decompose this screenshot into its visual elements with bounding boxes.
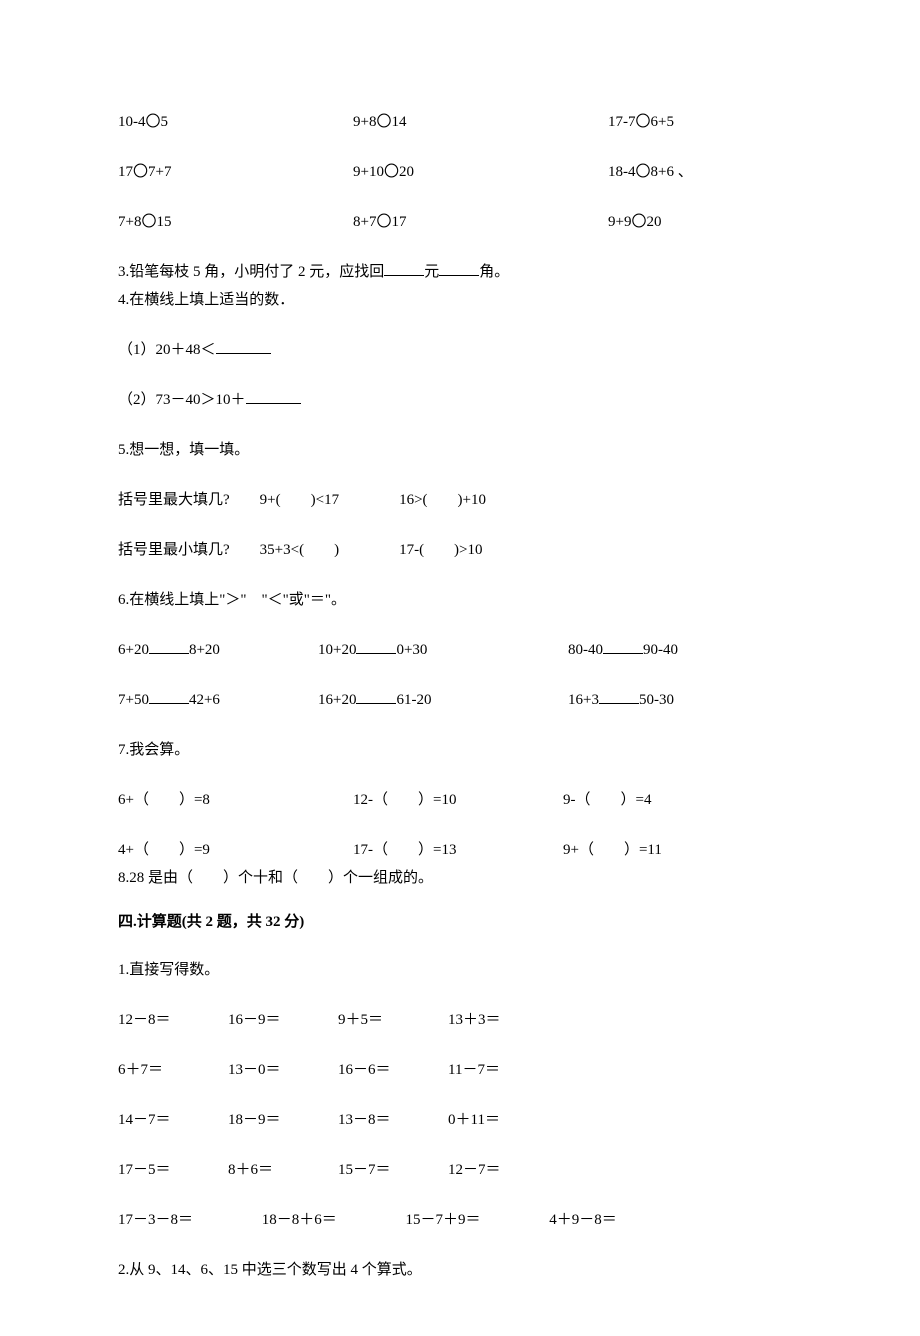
question-5-b: 括号里最小填几? 35+3<( ) 17-( )>10 [118, 538, 802, 562]
cell: 17-7〇6+5 [608, 110, 802, 134]
section-4-title: 四.计算题(共 2 题，共 32 分) [118, 910, 802, 934]
cell: 12－8＝ [118, 1008, 228, 1032]
cell: 7+8〇15 [118, 210, 353, 234]
cell: 15－7＝ [338, 1158, 448, 1182]
s4-q2: 2.从 9、14、6、15 中选三个数写出 4 个算式。 [118, 1258, 802, 1282]
cell: 18－9＝ [228, 1108, 338, 1132]
fill-blank [246, 390, 301, 404]
cell: 9＋5＝ [338, 1008, 448, 1032]
fill-blank [356, 640, 396, 654]
cell: 14－7＝ [118, 1108, 228, 1132]
cell: 6＋7＝ [118, 1058, 228, 1082]
cell: 17－3－8＝ [118, 1208, 258, 1232]
question-6-title: 6.在横线上填上"＞" "＜"或"＝"。 [118, 588, 802, 612]
cell: 10-4〇5 [118, 110, 353, 134]
cell: 17-（ ）=13 [353, 838, 563, 862]
compare-row-1: 10-4〇5 9+8〇14 17-7〇6+5 [118, 110, 802, 134]
cell: 0＋11＝ [448, 1108, 802, 1132]
s4-q1-row-1: 12－8＝ 16－9＝ 9＋5＝ 13＋3＝ [118, 1008, 802, 1032]
question-5-title: 5.想一想，填一填。 [118, 438, 802, 462]
compare-row-3: 7+8〇15 8+7〇17 9+9〇20 [118, 210, 802, 234]
cell: 9+9〇20 [608, 210, 802, 234]
question-5-a: 括号里最大填几? 9+( )<17 16>( )+10 [118, 488, 802, 512]
cell: 4＋9－8＝ [549, 1208, 617, 1232]
question-7-row-2: 4+（ ）=9 17-（ ）=13 9+（ ）=11 [118, 838, 802, 862]
question-6-row-2: 7+5042+6 16+2061-20 16+350-30 [118, 688, 802, 712]
cell: 13＋3＝ [448, 1008, 802, 1032]
cell: 16+2061-20 [318, 688, 568, 712]
cell: 12-（ ）=10 [353, 788, 563, 812]
q4a-text: （1）20＋48＜ [118, 342, 216, 358]
cell: 7+5042+6 [118, 688, 318, 712]
question-4-title: 4.在横线上填上适当的数． [118, 288, 802, 312]
cell: 17－5＝ [118, 1158, 228, 1182]
cell: 12－7＝ [448, 1158, 802, 1182]
fill-blank [439, 262, 479, 276]
compare-row-2: 17〇7+7 9+10〇20 18-4〇8+6 、 [118, 160, 802, 184]
fill-blank [149, 640, 189, 654]
cell: 16+350-30 [568, 688, 802, 712]
q3-post: 角。 [479, 264, 509, 280]
cell: 9+（ ）=11 [563, 838, 802, 862]
s4-q1-row-4: 17－5＝ 8＋6＝ 15－7＝ 12－7＝ [118, 1158, 802, 1182]
cell: 80-4090-40 [568, 638, 802, 662]
question-8: 8.28 是由（ ）个十和（ ）个一组成的。 [118, 866, 802, 890]
cell: 17〇7+7 [118, 160, 353, 184]
s4-q1-row-5: 17－3－8＝ 18－8＋6＝ 15－7＋9＝ 4＋9－8＝ [118, 1208, 802, 1232]
cell: 6+（ ）=8 [118, 788, 353, 812]
cell: 18-4〇8+6 、 [608, 160, 802, 184]
cell: 16－9＝ [228, 1008, 338, 1032]
question-4-a: （1）20＋48＜ [118, 338, 802, 362]
cell: 8＋6＝ [228, 1158, 338, 1182]
cell: 18－8＋6＝ [262, 1208, 402, 1232]
fill-blank [356, 690, 396, 704]
q3-pre: 3.铅笔每枝 5 角，小明付了 2 元，应找回 [118, 264, 384, 280]
question-3: 3.铅笔每枝 5 角，小明付了 2 元，应找回 元 角。 [118, 260, 802, 284]
q4b-text: （2）73－40＞10＋ [118, 392, 246, 408]
s4-q1-title: 1.直接写得数。 [118, 958, 802, 982]
cell: 11－7＝ [448, 1058, 802, 1082]
s4-q1-row-3: 14－7＝ 18－9＝ 13－8＝ 0＋11＝ [118, 1108, 802, 1132]
fill-blank [384, 262, 424, 276]
question-7-title: 7.我会算。 [118, 738, 802, 762]
cell: 16－6＝ [338, 1058, 448, 1082]
cell: 15－7＋9＝ [406, 1208, 546, 1232]
cell: 13－0＝ [228, 1058, 338, 1082]
cell: 10+200+30 [318, 638, 568, 662]
q3-mid: 元 [424, 264, 439, 280]
s4-q1-row-2: 6＋7＝ 13－0＝ 16－6＝ 11－7＝ [118, 1058, 802, 1082]
fill-blank [603, 640, 643, 654]
cell: 9-（ ）=4 [563, 788, 802, 812]
cell: 13－8＝ [338, 1108, 448, 1132]
cell: 6+208+20 [118, 638, 318, 662]
fill-blank [216, 340, 271, 354]
cell: 4+（ ）=9 [118, 838, 353, 862]
cell: 9+10〇20 [353, 160, 608, 184]
cell: 9+8〇14 [353, 110, 608, 134]
fill-blank [599, 690, 639, 704]
fill-blank [149, 690, 189, 704]
question-7-row-1: 6+（ ）=8 12-（ ）=10 9-（ ）=4 [118, 788, 802, 812]
cell: 8+7〇17 [353, 210, 608, 234]
question-4-b: （2）73－40＞10＋ [118, 388, 802, 412]
question-6-row-1: 6+208+20 10+200+30 80-4090-40 [118, 638, 802, 662]
